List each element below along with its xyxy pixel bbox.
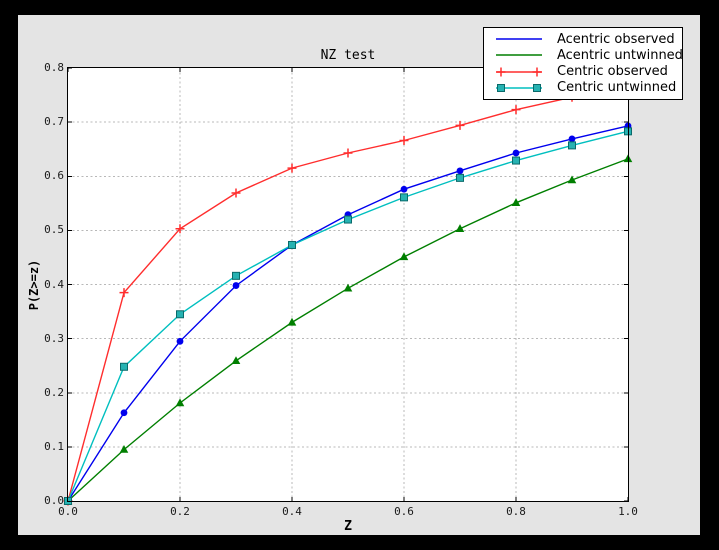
legend-sample-square-line [496,83,542,92]
square-marker [624,127,632,136]
y-tick-label: 0.3 [44,331,64,345]
circle-marker [232,282,240,289]
y-tick-label: 0.4 [44,277,64,291]
y-axis-label: P(Z>=z) [27,259,41,311]
legend-sample-circle-line [496,38,542,40]
plus-marker [119,288,129,298]
square-marker [64,497,72,505]
square-marker [456,173,464,182]
plus-marker [532,67,542,77]
triangle-marker [119,444,129,453]
y-tick-label: 0.1 [44,439,64,453]
legend-item-centric-untwinned: Centric untwinned [494,80,678,96]
square-marker [288,240,296,249]
x-tick-label: 0.4 [282,505,302,518]
x-tick-label: 0.0 [58,505,78,518]
triangle-marker [399,252,409,261]
plot-svg [63,67,633,506]
series-line-centric-untwinned [67,130,629,502]
square-marker [400,193,408,202]
legend-sample-triangle-line [496,54,542,57]
figure-canvas: NZ test 0.0 0.2 0.4 0.6 0.8 1.0 0.0 0.1 0.2 0.3 0.… [18,15,700,535]
y-tick-label: 0.6 [44,169,64,183]
plus-marker [455,120,465,130]
triangle-marker [287,317,297,326]
circle-marker [400,185,408,193]
series-acentric-untwinned [63,154,633,505]
plot-area [63,67,633,506]
series-line-acentric-untwinned [67,158,629,502]
series-line-acentric-observed [67,125,629,502]
legend-item-label: Acentric observed [557,31,675,47]
x-tick-label: 1.0 [618,505,638,518]
series-centric-observed [63,82,633,506]
plus-marker [511,105,521,115]
legend-item-acentric-untwinned: Acentric untwinned [494,47,683,63]
square-marker [512,156,520,165]
square-marker [568,141,576,150]
square-marker [344,215,352,224]
circle-marker [120,409,128,417]
legend-item-centric-observed: Centric observed [494,64,678,80]
triangle-marker [623,154,633,163]
square-marker [120,362,128,371]
triangle-marker [455,224,465,232]
legend-item-label: Acentric untwinned [557,47,683,63]
circle-marker [176,337,184,345]
triangle-marker [511,198,521,206]
plus-marker [399,136,409,146]
circle-marker [456,167,464,175]
triangle-marker [343,283,353,292]
triangle-marker [567,175,577,184]
legend-item-label: Centric observed [557,64,668,80]
legend-sample-plus-line [496,67,542,77]
circle-marker [512,149,520,157]
square-marker [176,310,184,319]
circle-marker [568,135,576,143]
plus-marker [496,67,506,77]
x-tick-label: 0.6 [394,505,414,518]
legend-item-acentric-observed: Acentric observed [494,31,678,47]
y-tick-label: 0.7 [44,115,64,129]
x-tick-label: 0.2 [170,505,190,518]
legend: Acentric observed Acentric untwinned Centr… [483,27,683,100]
plus-marker [343,148,353,158]
plus-marker [287,163,297,173]
legend-item-label: Centric untwinned [557,80,677,96]
y-tick-label: 0.5 [44,223,64,237]
x-tick-label: 0.8 [506,505,526,518]
square-marker [232,271,240,280]
square-marker [533,83,541,92]
triangle-marker [231,356,241,365]
plus-marker [175,224,185,234]
square-marker [497,83,505,92]
series-centric-untwinned [64,127,632,505]
chart-title: NZ test [320,48,376,63]
triangle-marker [175,398,185,407]
y-tick-label: 0.2 [44,385,64,399]
y-tick-label: 0.8 [44,61,64,74]
y-tick-label: 0.0 [44,494,64,507]
plus-marker [231,188,241,198]
x-axis-label: Z [344,519,352,534]
